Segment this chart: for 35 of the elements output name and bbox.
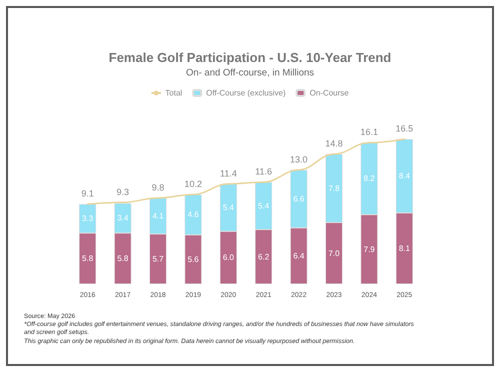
data-label: 7.8 bbox=[328, 184, 340, 193]
data-label: 5.4 bbox=[258, 201, 270, 210]
data-label: 3.4 bbox=[117, 214, 129, 223]
data-label: 14.8 bbox=[325, 138, 343, 149]
data-label: 6.4 bbox=[293, 251, 305, 260]
data-label: 4.6 bbox=[188, 210, 200, 220]
text: Female Golf Participation - U.S. 10-Year Trend bbox=[108, 50, 392, 65]
data-label: 6.0 bbox=[222, 253, 235, 262]
data-label: 5.8 bbox=[82, 254, 94, 264]
data-label: 7.0 bbox=[328, 248, 340, 258]
data-label: 9.1 bbox=[81, 188, 94, 199]
data-label: 5.8 bbox=[117, 254, 129, 264]
data-label: 9.3 bbox=[116, 186, 130, 197]
data-label: 5.4 bbox=[222, 203, 235, 212]
data-label: 9.8 bbox=[152, 182, 164, 192]
data-label: 6.6 bbox=[293, 194, 305, 204]
legend-label: On-Course bbox=[310, 88, 350, 98]
text: On- and Off-course, in Millions bbox=[186, 68, 314, 78]
data-label: 11.6 bbox=[255, 166, 272, 177]
data-label: 8.4 bbox=[398, 172, 411, 181]
data-label: 5.6 bbox=[188, 254, 200, 264]
legend-label: Total bbox=[165, 88, 182, 98]
data-label: 10.2 bbox=[184, 178, 202, 189]
data-label: 16.5 bbox=[396, 124, 414, 134]
data-label: 7.9 bbox=[364, 244, 376, 254]
data-label: 13.0 bbox=[290, 154, 308, 164]
data-label: 8.2 bbox=[364, 174, 376, 184]
data-label: 8.1 bbox=[398, 244, 411, 253]
data-label: 6.2 bbox=[258, 252, 270, 262]
data-label: 16.1 bbox=[360, 127, 378, 138]
data-label: 4.1 bbox=[152, 211, 164, 220]
data-label: 3.3 bbox=[82, 214, 94, 224]
data-label: 5.7 bbox=[152, 254, 164, 264]
legend-label: Off-Course (exclusive) bbox=[206, 88, 286, 98]
data-label: 11.4 bbox=[220, 168, 237, 178]
